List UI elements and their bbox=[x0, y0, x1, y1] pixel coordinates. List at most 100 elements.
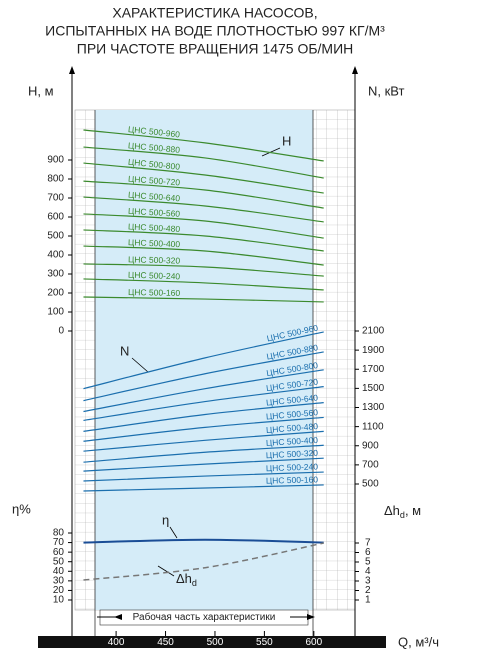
curve bbox=[83, 369, 324, 413]
dh-curve-label: Δhd bbox=[176, 571, 197, 588]
y-tick-label: 2100 bbox=[362, 326, 385, 337]
y-tick-label: 40 bbox=[53, 566, 65, 577]
y-tick-label: 6 bbox=[365, 547, 371, 558]
curve bbox=[83, 278, 324, 291]
title: ПРИ ЧАСТОТЕ ВРАЩЕНИЯ 1475 ОБ/МИН bbox=[77, 41, 354, 57]
y-tick-label: 80 bbox=[53, 528, 65, 539]
y-tick-label: 1100 bbox=[362, 421, 384, 432]
dh-label-sub: d bbox=[400, 510, 405, 520]
curve bbox=[83, 416, 324, 442]
y-tick-label: 600 bbox=[47, 212, 64, 223]
x-axis-label: Q, м³/ч bbox=[398, 634, 439, 649]
x-tick-label: 550 bbox=[256, 637, 273, 648]
y-tick-label: 1300 bbox=[362, 402, 385, 413]
eta-curve-label: η bbox=[162, 512, 169, 527]
y-tick-label: 7 bbox=[365, 538, 371, 549]
y-tick-label: 3 bbox=[365, 576, 371, 587]
h-axis-label: H, м bbox=[28, 83, 54, 98]
curve bbox=[83, 162, 324, 194]
series-label: ЦНС 500-720 bbox=[128, 174, 181, 188]
leader bbox=[131, 357, 149, 373]
curve bbox=[83, 538, 324, 544]
curve bbox=[83, 146, 324, 179]
working-range-label: Рабочая часть характеристики bbox=[133, 611, 276, 623]
y-tick-label: 800 bbox=[47, 174, 64, 185]
curve bbox=[83, 213, 324, 239]
y-tick-label: 70 bbox=[53, 537, 65, 548]
n-axis-label: N, кВт bbox=[368, 83, 405, 98]
y-tick-label: 0 bbox=[58, 326, 64, 337]
y-tick-label: 500 bbox=[362, 479, 379, 490]
y-tick-label: 900 bbox=[47, 155, 64, 166]
series-label: ЦНС 500-560 bbox=[266, 407, 319, 421]
series-label: ЦНС 500-480 bbox=[128, 221, 181, 234]
y-tick-label: 1 bbox=[365, 595, 371, 606]
series-label: ЦНС 500-240 bbox=[266, 461, 319, 473]
x-tick-label: 450 bbox=[157, 637, 174, 648]
curve bbox=[83, 386, 324, 422]
y-tick-label: 50 bbox=[53, 556, 65, 567]
series-label: ЦНС 500-640 bbox=[128, 190, 181, 204]
x-tick-label: 400 bbox=[108, 637, 125, 648]
y-tick-label: 30 bbox=[53, 575, 65, 586]
y-tick-label: 60 bbox=[53, 547, 65, 558]
y-tick-label: 900 bbox=[362, 440, 379, 451]
series-label: ЦНС 500-320 bbox=[128, 254, 181, 265]
dh-curve-sub: d bbox=[192, 578, 197, 588]
dh-label-unit: , м bbox=[405, 503, 421, 518]
x-axis-bar bbox=[38, 636, 386, 648]
dh-curve-main: Δh bbox=[176, 571, 192, 586]
y-tick-label: 200 bbox=[47, 288, 64, 299]
y-tick-label: 1900 bbox=[362, 345, 385, 356]
curve bbox=[83, 331, 324, 390]
y-tick-label: 500 bbox=[47, 231, 64, 242]
series-label: ЦНС 500-240 bbox=[128, 270, 181, 282]
eta-axis-label: η% bbox=[12, 501, 31, 516]
leader bbox=[169, 526, 178, 539]
y-tick-label: 300 bbox=[47, 269, 64, 280]
curve bbox=[83, 430, 324, 452]
y-tick-label: 700 bbox=[47, 193, 64, 204]
series-label: ЦНС 500-160 bbox=[266, 474, 319, 485]
y-tick-label: 2 bbox=[365, 585, 371, 596]
x-tick-label: 500 bbox=[207, 637, 224, 648]
series-label: ЦНС 500-160 bbox=[128, 287, 181, 298]
curve bbox=[83, 196, 324, 223]
title: ИСПЫТАННЫХ НА ВОДЕ ПЛОТНОСТЬЮ 997 КГ/М³ bbox=[45, 23, 385, 39]
curve bbox=[83, 484, 324, 492]
curve bbox=[83, 402, 324, 433]
dh-axis-label: Δhd, м bbox=[384, 503, 421, 520]
series-label: ЦНС 500-320 bbox=[266, 448, 319, 461]
curve bbox=[83, 542, 324, 581]
y-tick-label: 700 bbox=[362, 460, 379, 471]
title: ХАРАКТЕРИСТИКА НАСОСОВ, bbox=[112, 5, 317, 21]
n-curve-label: N bbox=[120, 343, 129, 358]
y-tick-label: 400 bbox=[47, 250, 64, 261]
curve bbox=[83, 296, 324, 303]
curve bbox=[83, 129, 324, 162]
series-label: ЦНС 500-880 bbox=[128, 140, 181, 155]
curve bbox=[83, 180, 324, 209]
series-label: ЦНС 500-560 bbox=[128, 206, 181, 219]
dh-label-main: Δh bbox=[384, 503, 400, 518]
y-tick-label: 4 bbox=[365, 566, 371, 577]
curve bbox=[83, 444, 324, 463]
series-label: ЦНС 500-480 bbox=[266, 421, 319, 435]
series-label: ЦНС 500-400 bbox=[128, 237, 181, 249]
curve bbox=[83, 229, 324, 252]
y-tick-label: 1700 bbox=[362, 364, 385, 375]
y-tick-label: 10 bbox=[53, 595, 65, 606]
curve bbox=[83, 245, 324, 266]
y-tick-label: 1500 bbox=[362, 383, 385, 394]
x-tick-label: 600 bbox=[305, 637, 322, 648]
series-label: ЦНС 500-400 bbox=[266, 435, 319, 448]
curve bbox=[83, 351, 324, 402]
y-tick-label: 5 bbox=[365, 557, 371, 568]
curve bbox=[83, 263, 324, 277]
curve bbox=[83, 471, 324, 482]
leader bbox=[157, 565, 175, 577]
h-curve-label: H bbox=[282, 133, 291, 148]
curve bbox=[83, 457, 324, 472]
y-tick-label: 100 bbox=[47, 307, 64, 318]
